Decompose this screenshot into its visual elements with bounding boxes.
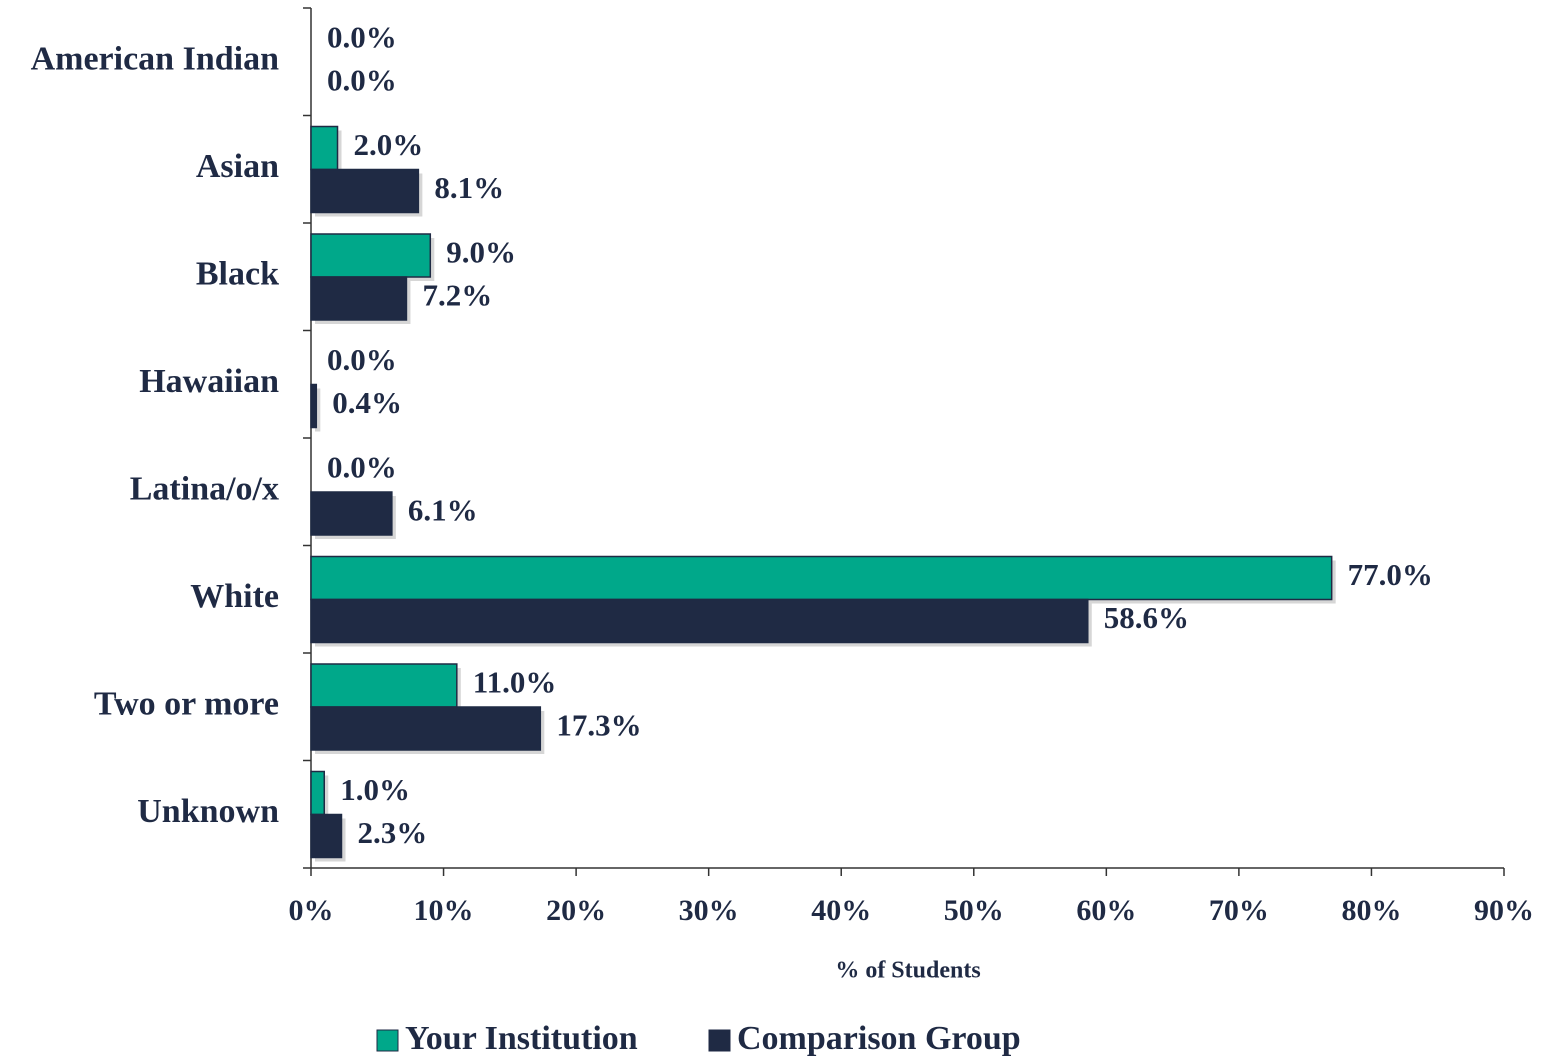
data-label: 8.1% (434, 170, 504, 205)
bar (310, 383, 318, 429)
data-label: 11.0% (473, 665, 557, 700)
data-label: 0.0% (327, 63, 397, 98)
data-label: 2.3% (357, 815, 427, 850)
legend-label: Your Institution (405, 1020, 638, 1057)
y-tick-label: Unknown (137, 793, 279, 830)
data-label: 17.3% (556, 708, 641, 743)
bar (310, 168, 420, 214)
x-tick-label: 60% (1076, 894, 1136, 927)
data-label: 6.1% (408, 493, 478, 528)
y-tick-label: Black (196, 256, 279, 293)
y-tick-label: Asian (196, 148, 279, 185)
data-label: 77.0% (1348, 557, 1433, 592)
data-label: 0.4% (332, 385, 402, 420)
legend-swatch (708, 1029, 731, 1052)
bar (310, 555, 1333, 601)
bar (310, 813, 343, 859)
data-label: 2.0% (354, 127, 424, 162)
bar-shadow (315, 388, 321, 432)
bar (310, 770, 326, 816)
bar (310, 125, 339, 171)
data-label: 9.0% (446, 235, 516, 270)
bar (310, 276, 408, 321)
data-label: 0.0% (327, 450, 397, 485)
data-label: 0.0% (327, 342, 397, 377)
data-label: 0.0% (327, 20, 397, 55)
x-tick-label: 50% (944, 894, 1004, 927)
bar (310, 598, 1089, 644)
x-tick-label: 80% (1341, 894, 1401, 927)
bar (310, 491, 393, 536)
legend-label: Comparison Group (737, 1020, 1021, 1057)
bar (310, 706, 542, 751)
x-tick-label: 10% (414, 894, 474, 927)
x-tick-label: 70% (1209, 894, 1269, 927)
data-label: 7.2% (422, 278, 492, 313)
data-label: 58.6% (1104, 600, 1189, 635)
y-tick-label: Hawaiian (139, 363, 279, 400)
x-axis-label: % of Students (835, 958, 980, 984)
y-tick-label: American Indian (31, 41, 280, 78)
x-tick-label: 30% (679, 894, 739, 927)
bar (310, 663, 458, 708)
x-tick-label: 40% (811, 894, 871, 927)
y-tick-label: White (190, 578, 279, 615)
y-tick-label: Two or more (94, 686, 279, 723)
data-label: 1.0% (340, 772, 410, 807)
legend-swatch (376, 1029, 399, 1052)
x-tick-label: 0% (289, 894, 334, 927)
bar (310, 233, 432, 278)
y-tick-label: Latina/o/x (130, 471, 279, 508)
x-tick-label: 90% (1474, 894, 1534, 927)
x-tick-label: 20% (546, 894, 606, 927)
